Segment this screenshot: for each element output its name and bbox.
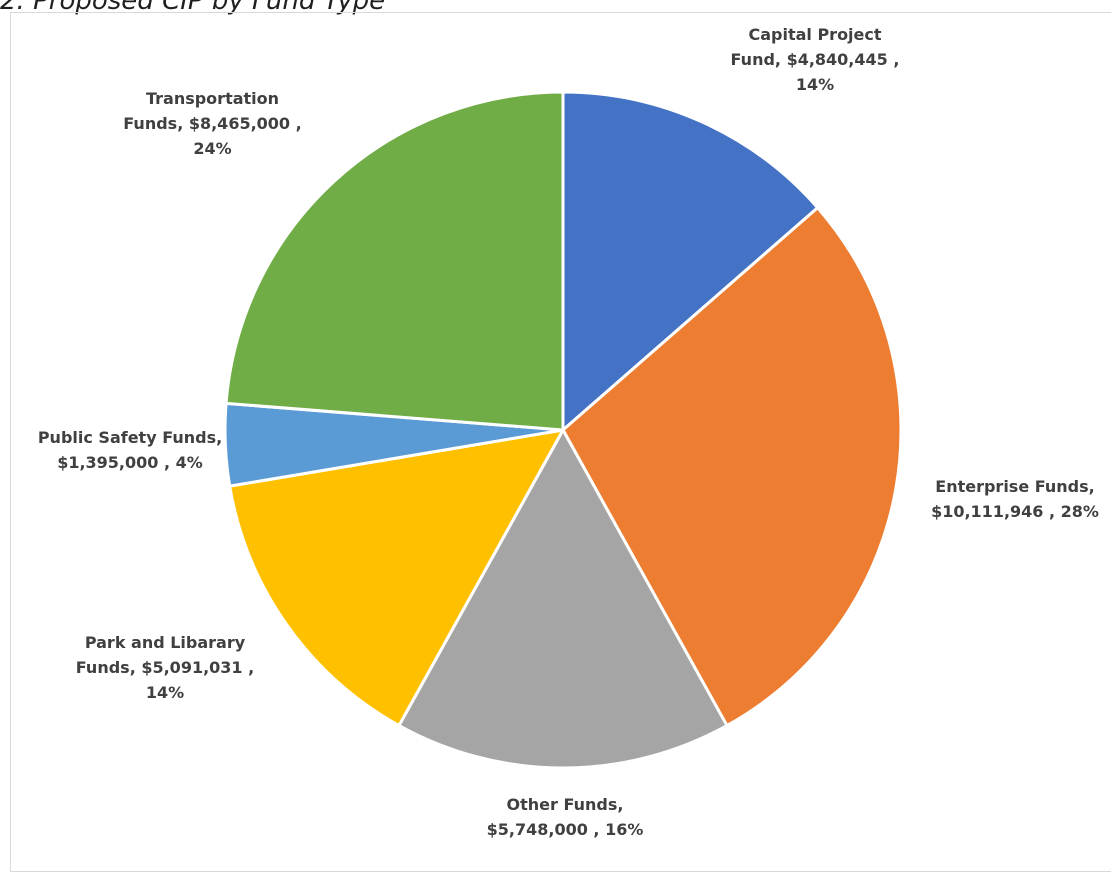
pie-slices <box>223 90 903 770</box>
data-label-line: Capital Project <box>748 25 882 44</box>
data-label-line: $1,395,000 , 4% <box>57 453 203 472</box>
data-label-line: Transportation <box>145 89 280 108</box>
data-label-line: $10,111,946 , 28% <box>931 502 1099 521</box>
data-label-line: Funds, $8,465,000 , <box>123 114 302 133</box>
data-label-line: 14% <box>145 683 185 702</box>
data-label-line: Funds, $5,091,031 , <box>75 658 255 677</box>
data-label-line: 24% <box>193 139 232 158</box>
data-label-other-funds: Other Funds, $5,748,000 , 16% <box>455 792 675 842</box>
pie-slice-transportation-funds <box>224 90 565 432</box>
data-label-transportation-funds: Transportation Funds, $8,465,000 , 24% <box>80 86 345 161</box>
data-label-line: $5,748,000 , 16% <box>486 820 644 839</box>
data-label-park-and-libarary-funds: Park and Libarary Funds, $5,091,031 , 14% <box>40 630 290 705</box>
data-label-line: Park and Libarary <box>84 633 246 652</box>
pie-slice-enterprise-funds <box>561 206 903 728</box>
data-label-capital-project-fund: Capital Project Fund, $4,840,445 , 14% <box>690 22 940 97</box>
pie-chart <box>223 90 903 770</box>
data-label-line: Enterprise Funds, <box>935 477 1095 496</box>
data-label-line: Public Safety Funds, <box>37 428 223 447</box>
pie-slice-capital-project-fund <box>561 90 820 432</box>
data-label-public-safety-funds: Public Safety Funds, $1,395,000 , 4% <box>25 425 235 475</box>
pie-slice-park-and-libarary-funds <box>228 428 565 728</box>
data-label-line: Fund, $4,840,445 , <box>730 50 900 69</box>
data-label-enterprise-funds: Enterprise Funds, $10,111,946 , 28% <box>905 474 1111 524</box>
data-label-line: 14% <box>795 75 835 94</box>
data-label-line: Other Funds, <box>506 795 624 814</box>
pie-slice-other-funds <box>397 428 729 770</box>
